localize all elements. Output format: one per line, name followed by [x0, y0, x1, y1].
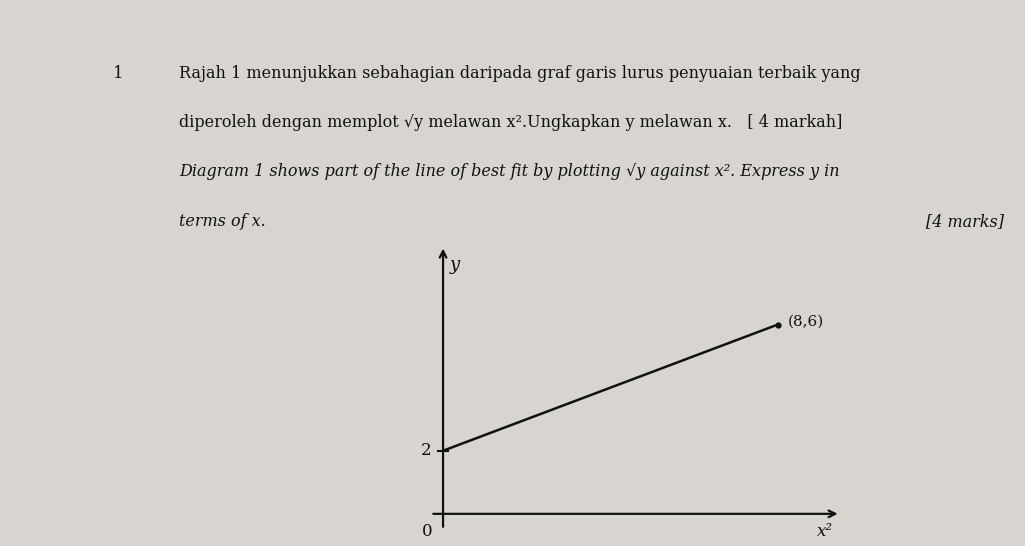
Text: 1: 1	[113, 65, 123, 82]
Text: terms of x.: terms of x.	[179, 212, 266, 230]
Text: (8,6): (8,6)	[788, 314, 824, 328]
Text: y: y	[449, 257, 459, 275]
Text: Diagram 1 shows part of the line of best fit by plotting √y against x². Express : Diagram 1 shows part of the line of best…	[179, 163, 839, 181]
Text: 2: 2	[420, 442, 432, 459]
Text: diperoleh dengan memplot √y melawan x².Ungkapkan y melawan x.   [ 4 markah]: diperoleh dengan memplot √y melawan x².U…	[179, 114, 843, 132]
Text: Rajah 1 menunjukkan sebahagian daripada graf garis lurus penyuaian terbaik yang: Rajah 1 menunjukkan sebahagian daripada …	[179, 65, 861, 82]
Text: [4 marks]: [4 marks]	[927, 212, 1004, 230]
Text: x²: x²	[817, 523, 832, 541]
Text: 0: 0	[422, 523, 433, 541]
